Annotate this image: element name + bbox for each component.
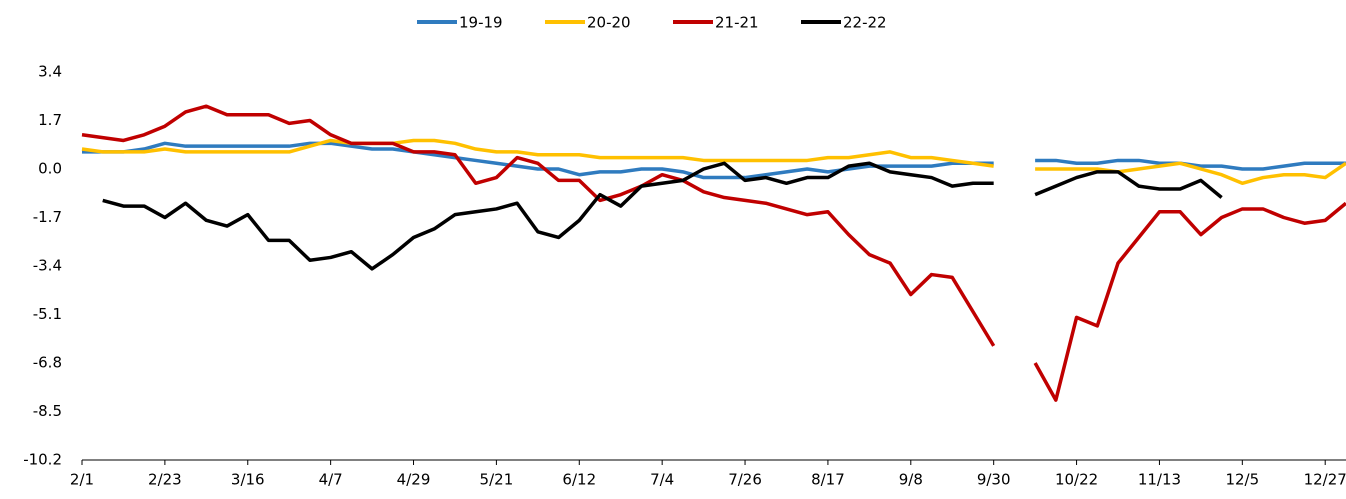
legend-label: 20-20 [587, 14, 631, 32]
legend-label: 21-21 [715, 14, 759, 32]
x-tick-label: 3/16 [231, 471, 265, 489]
x-tick-label: 7/26 [728, 471, 762, 489]
y-tick-label: -8.5 [33, 402, 62, 420]
y-tick-label: -10.2 [23, 451, 62, 469]
x-tick-label: 7/4 [650, 471, 674, 489]
x-tick-label: 2/23 [148, 471, 182, 489]
x-tick-label: 11/13 [1138, 471, 1181, 489]
x-tick-label: 12/5 [1225, 471, 1259, 489]
x-tick-label: 6/12 [562, 471, 596, 489]
x-tick-label: 4/7 [319, 471, 343, 489]
y-tick-label: -5.1 [33, 305, 62, 323]
legend-label: 19-19 [459, 14, 503, 32]
y-tick-label: -1.7 [33, 208, 62, 226]
line-series [81, 138, 1346, 186]
x-tick-label: 8/17 [811, 471, 845, 489]
y-tick-label: 3.4 [38, 63, 62, 81]
x-tick-label: 5/21 [480, 471, 514, 489]
y-tick-label: -3.4 [33, 257, 62, 275]
line-series [81, 104, 1346, 402]
legend-label: 22-22 [843, 14, 887, 32]
x-tick-label: 9/30 [977, 471, 1011, 489]
y-tick-label: 0.0 [38, 160, 62, 178]
x-tick-label: 10/22 [1055, 471, 1098, 489]
x-tick-label: 9/8 [899, 471, 923, 489]
line-series [102, 161, 1223, 271]
y-tick-label: -6.8 [33, 354, 62, 372]
x-tick-label: 4/29 [397, 471, 431, 489]
x-tick-label: 12/27 [1304, 471, 1346, 489]
y-tick-label: 1.7 [38, 111, 62, 129]
x-tick-label: 2/1 [70, 471, 94, 489]
